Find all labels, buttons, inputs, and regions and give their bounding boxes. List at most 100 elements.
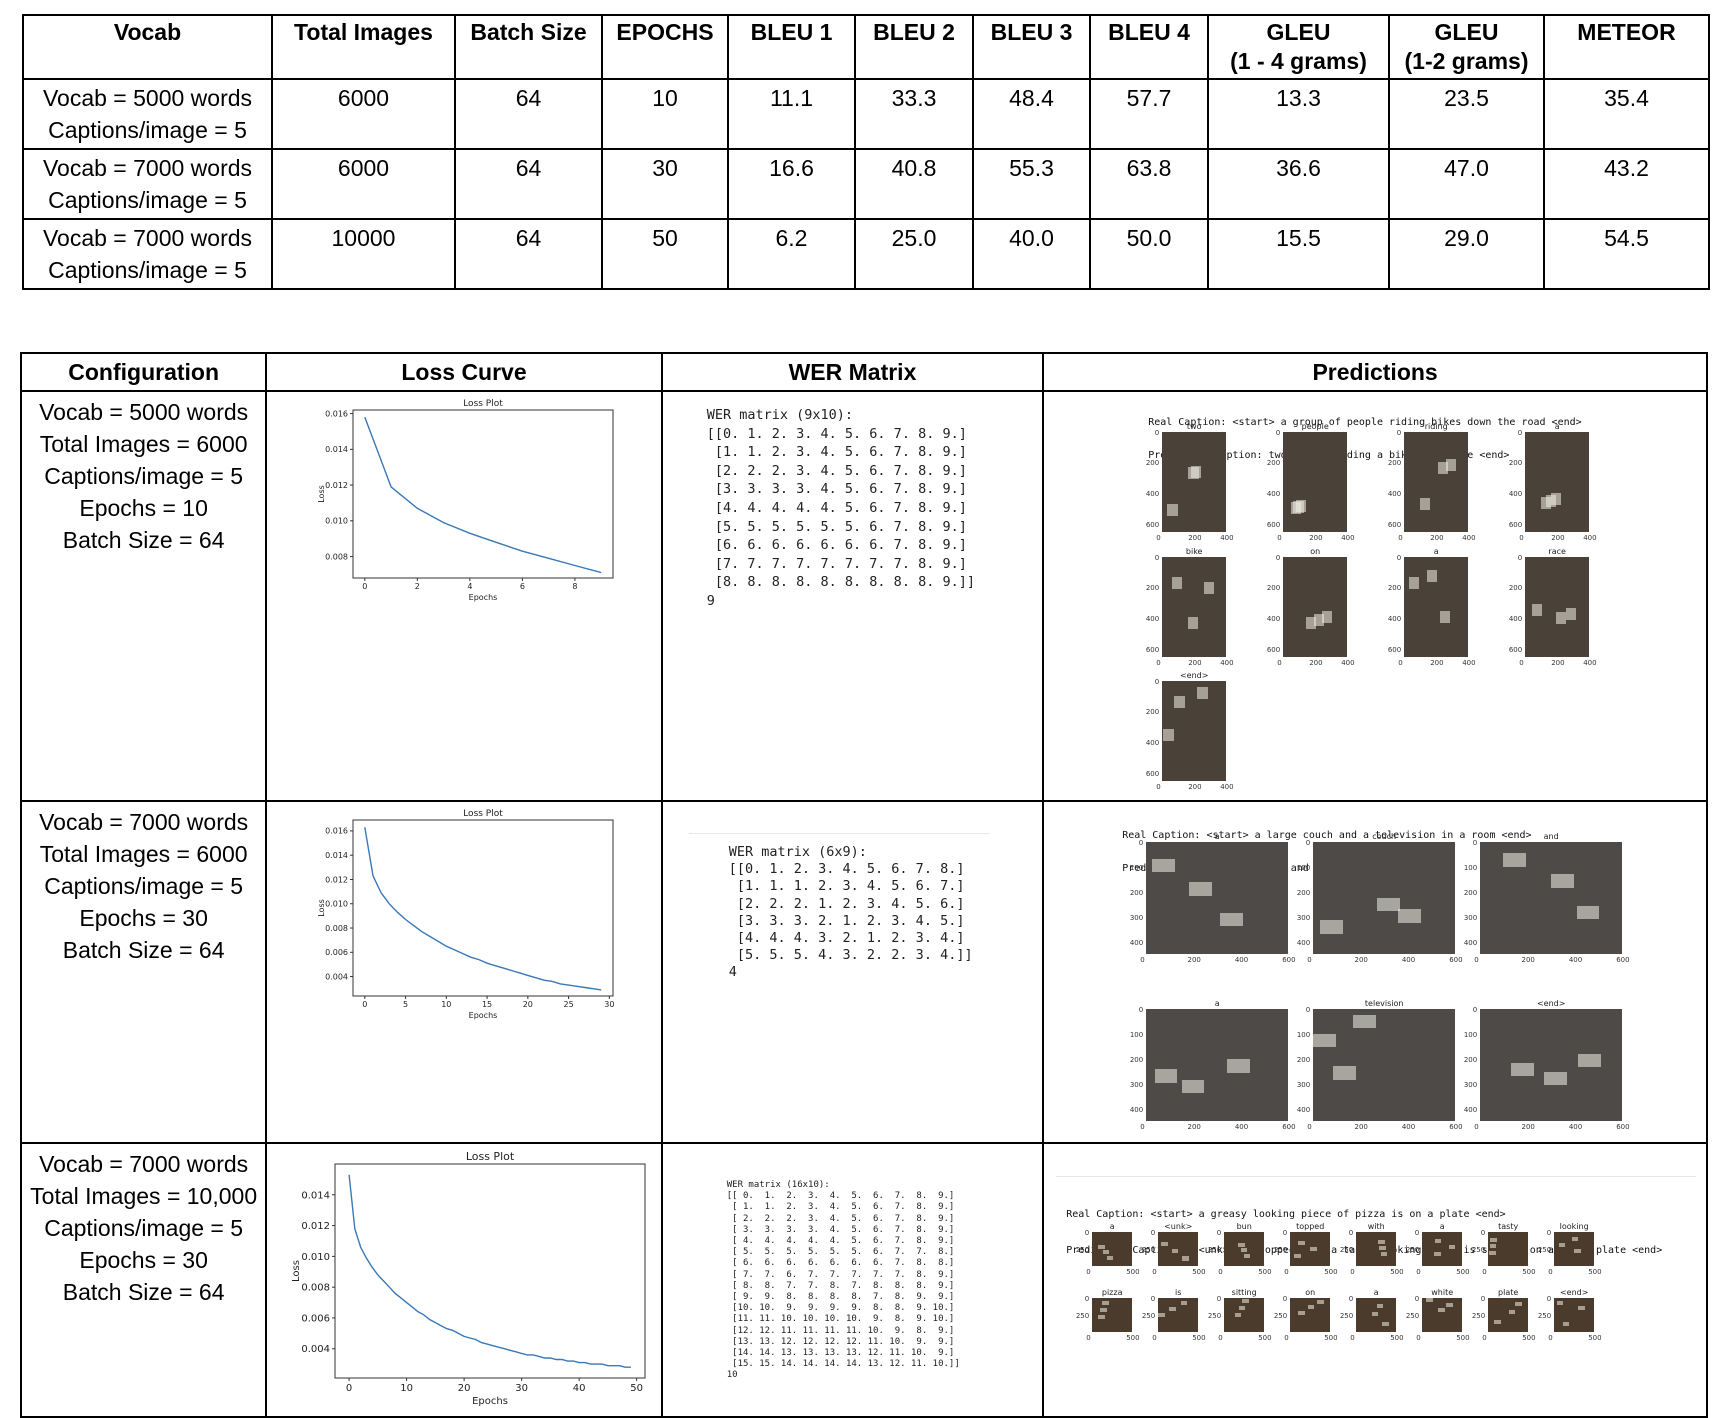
y-tick-label: 250 [1339,1245,1354,1254]
x-tick-label: 0 [1307,956,1312,964]
y-tick-label: 400 [1145,614,1160,623]
y-tick-label: 100 [1296,863,1311,872]
attention-patch [1545,495,1556,507]
y-tick-label: 200 [1463,1055,1478,1064]
attention-patch [1508,1309,1515,1314]
y-tick-label: 0.014 [325,851,348,860]
wer-line: [ 3. 3. 3. 3. 4. 5. 6. 7. 8. 9.] [726,1224,955,1235]
attention-patch [1544,1071,1567,1086]
wer-line: [ 7. 7. 6. 7. 7. 7. 7. 7. 8. 9.] [726,1269,955,1280]
x-tick-label: 400 [1234,1123,1249,1131]
y-tick-label: 0 [1348,1228,1354,1237]
attention-patch [1571,1237,1579,1242]
x-tick-label: 500 [1390,1268,1404,1276]
attention-patch [1490,1237,1497,1242]
attention-image [1092,1298,1133,1332]
y-tick-label: 600 [1387,645,1402,654]
attention-word: tasty [1498,1222,1519,1231]
attention-image [1158,1232,1199,1266]
y-tick-label: 0.012 [302,1221,331,1232]
x-tick-label: 400 [1583,534,1597,542]
attention-word: and [1543,832,1559,841]
results-table: Configuration Loss Curve WER Matrix Predict… [19,352,1708,1418]
loss-cell-2: Loss Plot 0 5 10 15 20 25 30 0.004 0.006 0.008 0.01… [265,800,663,1144]
metric-value: 30 [601,148,729,220]
config-cell-3: Vocab = 7000 words Total Images = 10,000… [19,1142,268,1418]
attention-patch [1494,1319,1501,1324]
attention-patch [1313,614,1325,626]
attention-patch [1440,611,1451,623]
x-tick-label: 200 [1354,956,1368,964]
x-tick-label: 5 [403,1000,408,1009]
y-tick-label: 0.016 [325,827,348,836]
config-captions: Captions/image = 5 [44,1215,244,1241]
y-tick-label: 0.008 [325,924,348,933]
y-tick-label: 0 [1275,553,1281,562]
attention-patch [1379,1246,1386,1251]
x-tick-label: 30 [605,1000,615,1009]
y-tick-label: 0.012 [325,875,348,884]
x-tick-label: 0 [1398,659,1403,667]
config-total-images: Total Images = 6000 [39,841,248,867]
y-tick-label: 200 [1387,584,1402,593]
attention-image [1162,681,1227,781]
y-tick-label: 300 [1296,914,1311,923]
wer-line: [10. 10. 9. 9. 9. 9. 8. 8. 9. 10.] [726,1303,955,1314]
y-tick-label: 200 [1145,459,1160,468]
wer-line: 9 [706,592,715,609]
wer-line: [5. 5. 5. 5. 5. 5. 6. 7. 8. 9.] [706,518,967,535]
wer-line: [1. 1. 2. 3. 4. 5. 6. 7. 8. 9.] [706,444,967,461]
results-header-0: Configuration [19,352,268,392]
x-tick-label: 0 [1350,1268,1355,1276]
metric-value: 63.8 [1089,148,1209,220]
attention-word: on [1305,1288,1316,1297]
results-row-2: Vocab = 7000 words Total Images = 6000 C… [19,800,1708,1144]
separator-line [688,833,989,834]
x-tick-label: 0 [1277,659,1282,667]
y-tick-label: 250 [1273,1245,1288,1254]
wer-line: [15. 15. 14. 14. 14. 14. 13. 12. 11. 10.… [726,1359,960,1370]
attention-word: white [1431,1288,1454,1297]
wer-matrix-1: WER matrix (9x10): [[0. 1. 2. 3. 4. 5. 6.… [707,406,975,611]
metric-value: 10 [601,78,729,150]
wer-line: 10 [726,1370,738,1381]
y-tick-label: 200 [1508,584,1523,593]
metrics-header-10: METEOR [1543,14,1710,80]
attention-image [1356,1298,1397,1332]
loss-cell-1: Loss Plot 0 2 4 6 8 0.008 0.010 0.012 0.014 0.016 E… [265,390,663,802]
x-tick-label: 200 [1551,534,1565,542]
x-tick-label: 600 [1449,1123,1463,1131]
x-tick-label: 0 [1398,534,1403,542]
attention-word: with [1367,1222,1385,1231]
attention-patch [1380,1252,1387,1257]
x-tick-label: 0 [1277,534,1282,542]
vocab-line: Captions/image = 5 [48,117,247,143]
attention-patch [1240,1248,1248,1253]
x-tick-label: 8 [573,582,578,591]
attention-patch [1234,1313,1242,1318]
x-tick-label: 10 [442,1000,452,1009]
y-tick-label: 250 [1273,1311,1288,1320]
metrics-header-9: GLEU (1-2 grams) [1388,14,1545,80]
y-tick-label: 0.014 [325,445,348,454]
y-tick-label: 400 [1129,1106,1144,1115]
attention-patch [1448,1245,1455,1250]
x-tick-label: 500 [1192,1268,1206,1276]
attention-image [1404,432,1469,532]
y-tick-label: 0 [1472,838,1478,847]
x-tick-label: 0 [1140,1123,1145,1131]
y-tick-label: 400 [1463,939,1478,948]
attention-patch [1515,1302,1522,1307]
results-header-2: WER Matrix [660,352,1045,392]
attention-patch [1489,1250,1496,1255]
loss-series-line [364,416,602,574]
loss-series-line [348,1174,632,1368]
attention-patch [1562,1321,1570,1326]
y-tick-label: 0.006 [325,948,348,957]
wer-line: [11. 11. 10. 10. 10. 10. 9. 8. 9. 10.] [726,1314,955,1325]
wer-line: [[0. 1. 2. 3. 4. 5. 6. 7. 8.] [728,861,965,878]
y-tick-label: 0 [1138,1005,1144,1014]
attention-patch [1151,858,1175,873]
vocab-line: Vocab = 5000 words [42,85,253,111]
